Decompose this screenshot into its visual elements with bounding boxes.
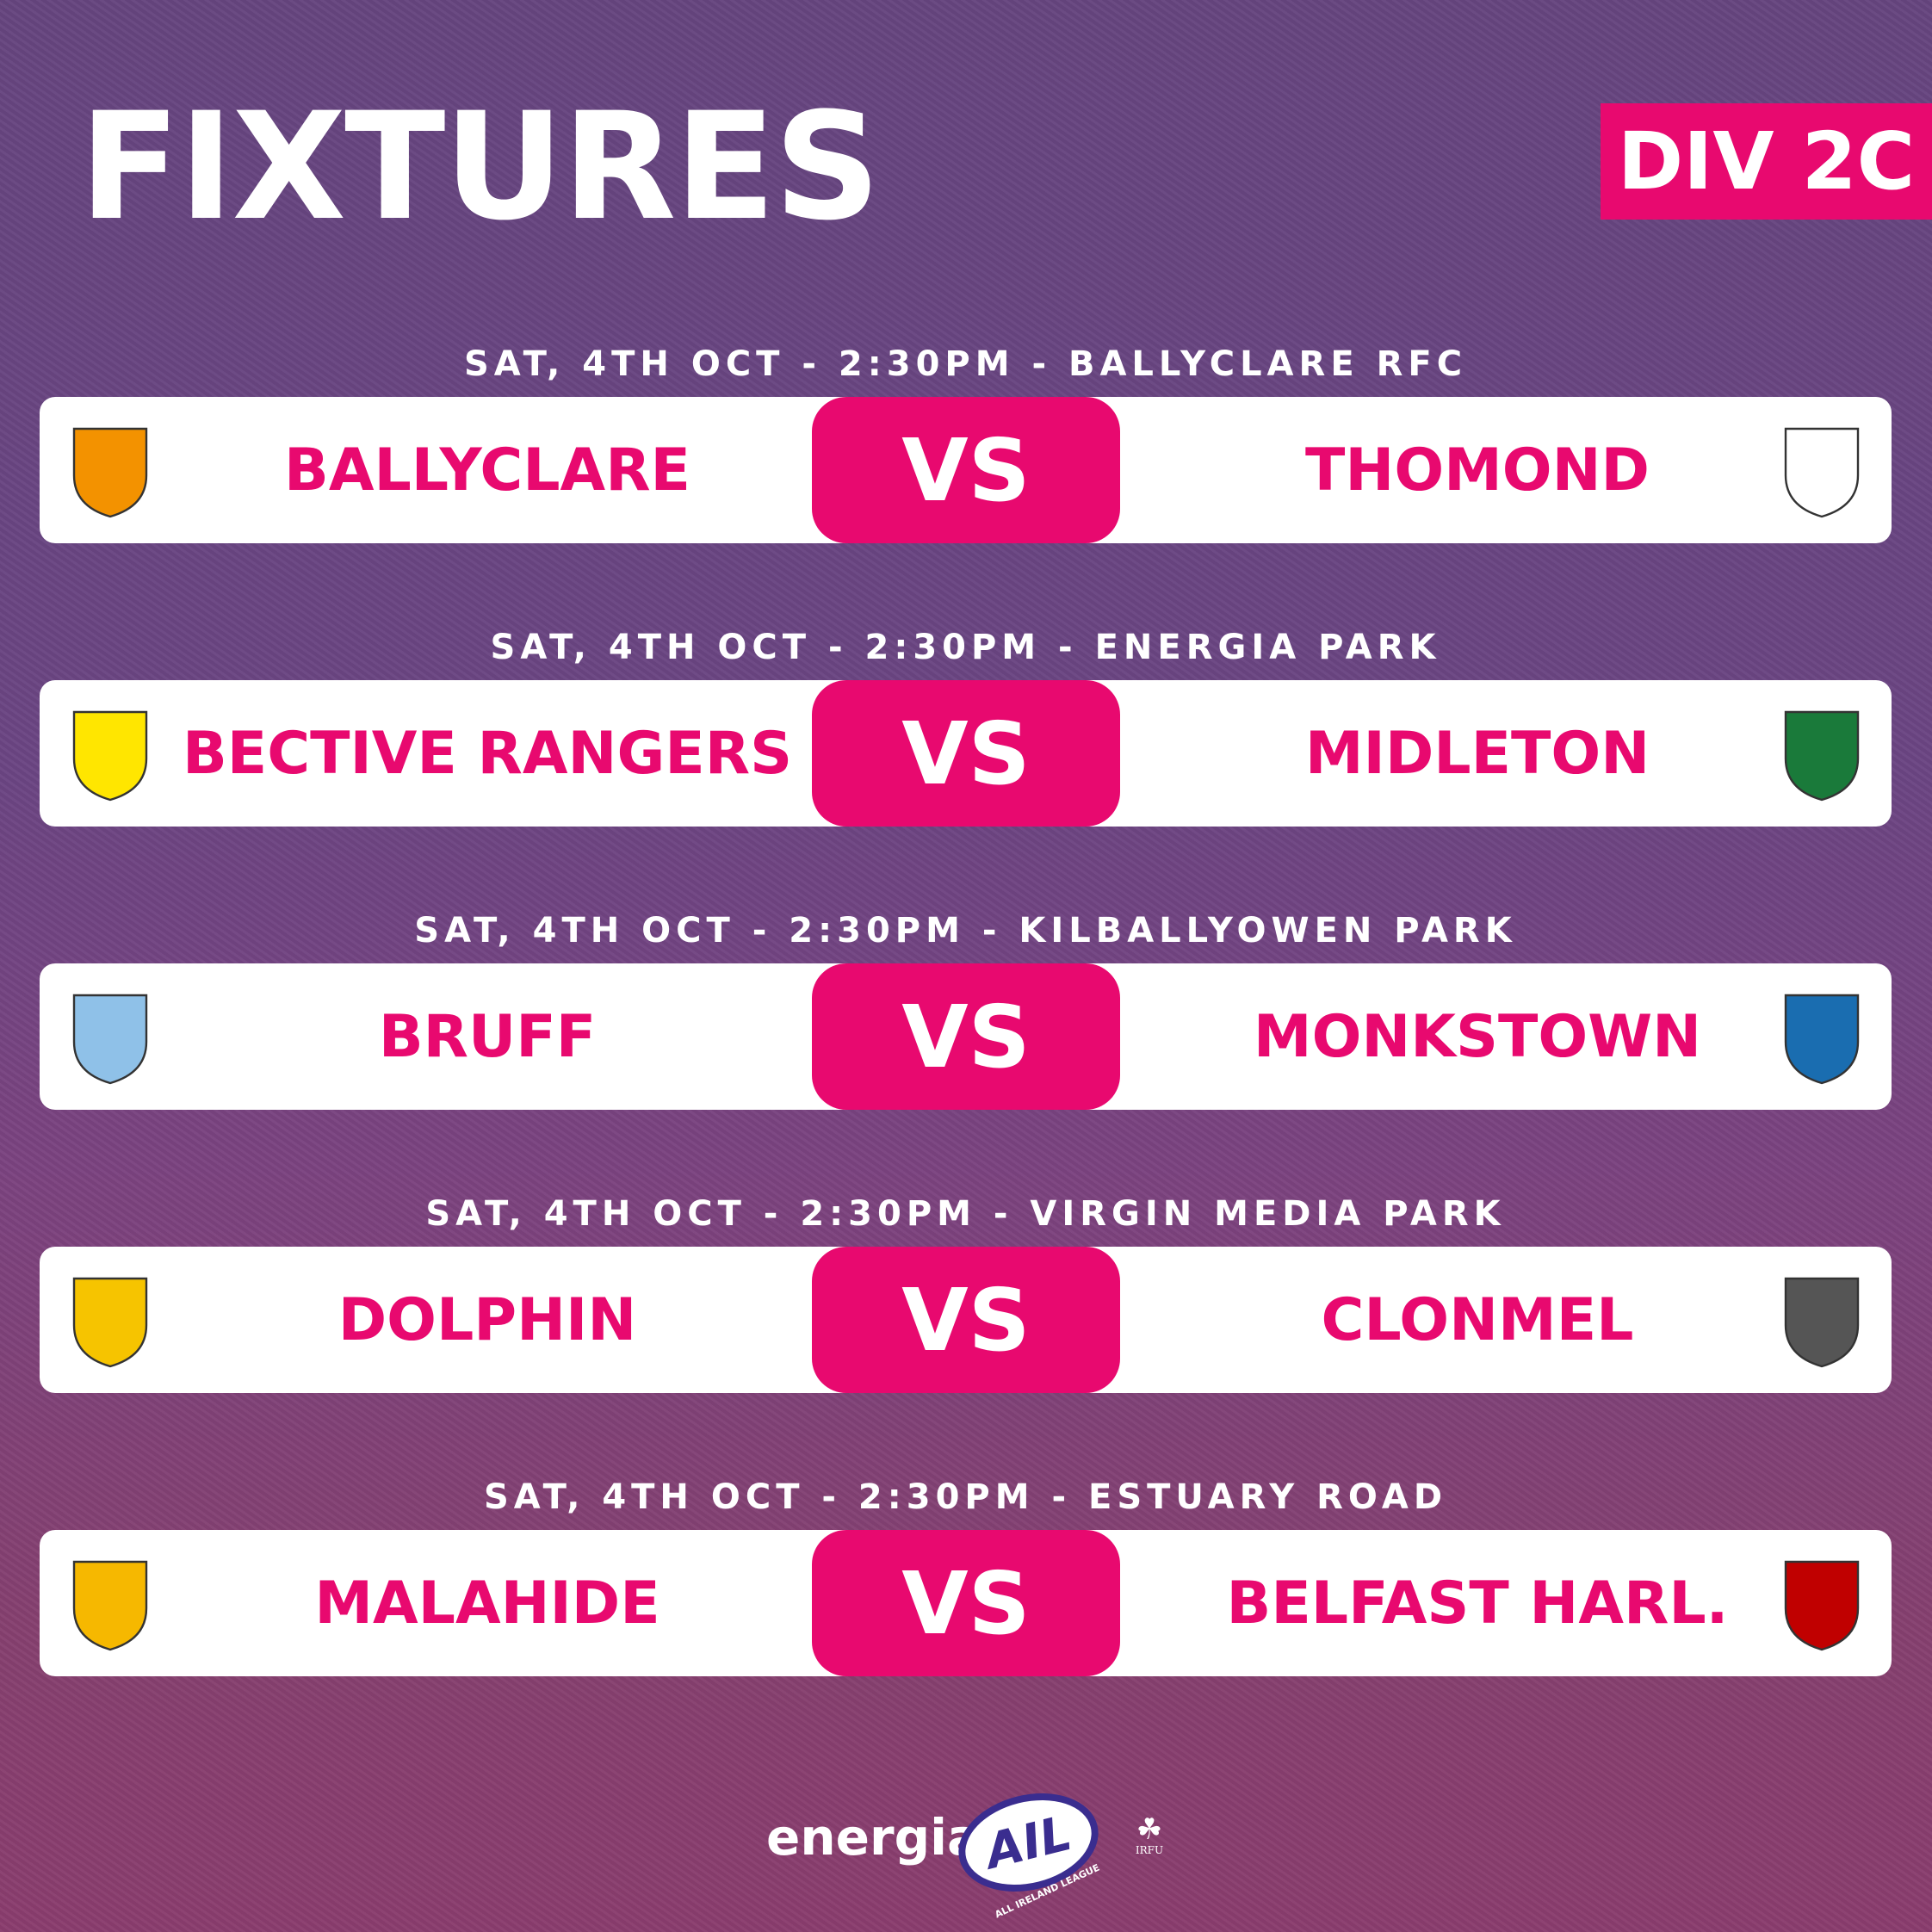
away-team: CLONMEL bbox=[1321, 1285, 1634, 1354]
sponsor-footer: energia AIL ALL IRELAND LEAGUE ☘ IRFU bbox=[0, 1779, 1932, 1920]
fixture-date-venue: SAT, 4TH OCT - 2:30PM - ESTUARY ROAD bbox=[483, 1477, 1448, 1517]
home-crest-icon bbox=[72, 1560, 148, 1651]
energia-logo: energia bbox=[766, 1808, 981, 1867]
away-crest-icon bbox=[1784, 994, 1860, 1085]
away-team: MIDLETON bbox=[1304, 719, 1650, 788]
away-crest-icon bbox=[1784, 427, 1860, 518]
ail-logo: AIL bbox=[948, 1779, 1109, 1906]
division-badge: DIV 2C bbox=[1601, 103, 1932, 220]
fixture-date-venue: SAT, 4TH OCT - 2:30PM - KILBALLYOWEN PAR… bbox=[414, 911, 1517, 951]
vs-badge: VS bbox=[812, 963, 1120, 1110]
away-crest-icon bbox=[1784, 1277, 1860, 1368]
home-team: BECTIVE RANGERS bbox=[182, 719, 793, 788]
fixture-date-venue: SAT, 4TH OCT - 2:30PM - BALLYCLARE RFC bbox=[463, 344, 1468, 384]
fixture-date-venue: SAT, 4TH OCT - 2:30PM - VIRGIN MEDIA PAR… bbox=[425, 1194, 1506, 1234]
home-team: BRUFF bbox=[378, 1002, 597, 1071]
fixture-date-venue: SAT, 4TH OCT - 2:30PM - ENERGIA PARK bbox=[490, 628, 1441, 667]
home-crest-icon bbox=[72, 1277, 148, 1368]
vs-badge: VS bbox=[812, 1530, 1120, 1676]
away-crest-icon bbox=[1784, 1560, 1860, 1651]
vs-badge: VS bbox=[812, 680, 1120, 827]
home-team: MALAHIDE bbox=[314, 1569, 660, 1638]
home-team: BALLYCLARE bbox=[283, 436, 690, 505]
home-team: DOLPHIN bbox=[337, 1285, 637, 1354]
shamrock-icon: ☘ bbox=[1136, 1812, 1163, 1847]
away-crest-icon bbox=[1784, 710, 1860, 802]
vs-badge: VS bbox=[812, 1247, 1120, 1393]
home-crest-icon bbox=[72, 994, 148, 1085]
vs-badge: VS bbox=[812, 397, 1120, 543]
away-team: MONKSTOWN bbox=[1253, 1002, 1702, 1071]
home-crest-icon bbox=[72, 710, 148, 802]
away-team: BELFAST HARL. bbox=[1226, 1569, 1729, 1638]
irfu-logo: ☘ IRFU bbox=[1128, 1815, 1171, 1856]
home-crest-icon bbox=[72, 427, 148, 518]
page-title: FIXTURES bbox=[79, 80, 881, 253]
away-team: THOMOND bbox=[1305, 436, 1650, 505]
